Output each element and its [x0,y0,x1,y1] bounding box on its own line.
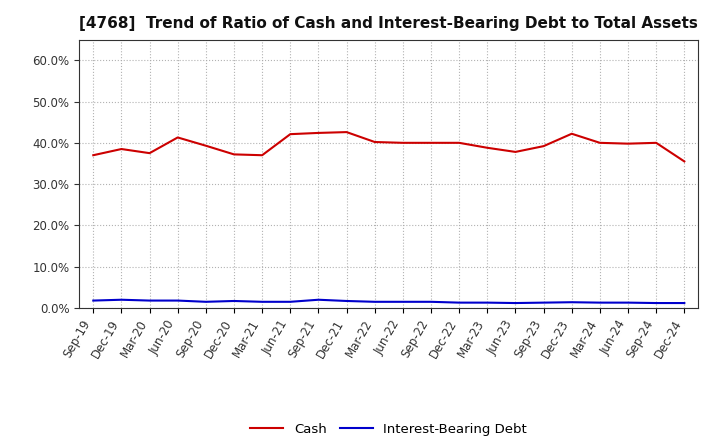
Interest-Bearing Debt [117,297,126,302]
Cash [539,143,548,149]
Title: [4768]  Trend of Ratio of Cash and Interest-Bearing Debt to Total Assets: [4768] Trend of Ratio of Cash and Intere… [79,16,698,32]
Interest-Bearing Debt [230,298,238,304]
Interest-Bearing Debt [511,301,520,306]
Cash [89,153,98,158]
Line: Interest-Bearing Debt: Interest-Bearing Debt [94,300,684,303]
Interest-Bearing Debt [624,300,632,305]
Interest-Bearing Debt [342,298,351,304]
Cash [399,140,408,146]
Cash [511,149,520,154]
Interest-Bearing Debt [174,298,182,303]
Interest-Bearing Debt [258,299,266,304]
Cash [427,140,436,146]
Cash [455,140,464,146]
Interest-Bearing Debt [286,299,294,304]
Interest-Bearing Debt [145,298,154,303]
Cash [342,129,351,135]
Line: Cash: Cash [94,132,684,161]
Legend: Cash, Interest-Bearing Debt: Cash, Interest-Bearing Debt [245,418,533,440]
Cash [680,159,688,164]
Interest-Bearing Debt [595,300,604,305]
Interest-Bearing Debt [652,301,660,306]
Cash [652,140,660,146]
Interest-Bearing Debt [483,300,492,305]
Cash [174,135,182,140]
Cash [286,132,294,137]
Cash [370,139,379,145]
Interest-Bearing Debt [455,300,464,305]
Interest-Bearing Debt [370,299,379,304]
Interest-Bearing Debt [680,301,688,306]
Interest-Bearing Debt [399,299,408,304]
Interest-Bearing Debt [89,298,98,303]
Cash [230,152,238,157]
Interest-Bearing Debt [314,297,323,302]
Interest-Bearing Debt [427,299,436,304]
Interest-Bearing Debt [539,300,548,305]
Interest-Bearing Debt [567,300,576,305]
Cash [117,147,126,152]
Cash [624,141,632,146]
Cash [202,143,210,148]
Cash [595,140,604,146]
Cash [314,130,323,136]
Cash [567,131,576,136]
Cash [483,145,492,150]
Cash [258,153,266,158]
Cash [145,150,154,156]
Interest-Bearing Debt [202,299,210,304]
